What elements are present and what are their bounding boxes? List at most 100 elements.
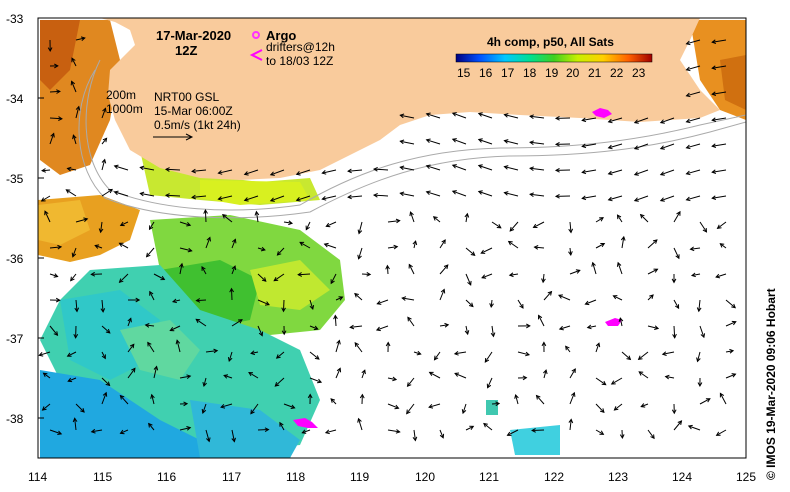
velocity-arrow: [205, 429, 210, 442]
velocity-arrow: [153, 366, 158, 379]
velocity-arrow: [195, 318, 207, 327]
velocity-arrow: [75, 106, 80, 119]
velocity-arrow: [530, 193, 545, 197]
velocity-arrowhead: [659, 119, 665, 124]
velocity-arrowhead: [490, 332, 496, 338]
velocity-arrowhead: [70, 80, 76, 86]
velocity-arrowhead: [428, 404, 434, 409]
velocity-arrowhead: [330, 279, 335, 285]
altimetry-time: 15-Mar 06:00Z: [154, 104, 233, 118]
velocity-arrowhead: [71, 252, 77, 258]
velocity-scale-label: 0.5m/s (1kt 24h): [154, 118, 241, 132]
velocity-arrow: [147, 342, 155, 353]
velocity-arrowhead: [90, 271, 96, 277]
velocity-arrow: [478, 165, 493, 171]
velocity-arrowhead: [731, 373, 737, 378]
velocity-arrow: [222, 214, 233, 223]
velocity-arrowhead: [191, 194, 196, 200]
velocity-arrow: [101, 159, 106, 171]
velocity-arrow: [165, 194, 181, 197]
velocity-arrowhead: [399, 191, 405, 197]
velocity-arrow: [480, 247, 493, 254]
velocity-arrowhead: [288, 220, 294, 226]
velocity-arrowhead: [47, 47, 53, 53]
velocity-arrowhead: [600, 243, 606, 248]
velocity-arrow: [400, 192, 415, 197]
velocity-arrow: [530, 115, 545, 119]
velocity-arrowhead: [616, 261, 622, 267]
velocity-arrowhead: [687, 424, 693, 430]
velocity-arrowhead: [65, 189, 71, 194]
velocity-arrow: [638, 351, 649, 360]
velocity-arrow: [647, 294, 654, 301]
velocity-arrowhead: [595, 342, 601, 348]
x-tick-label: 116: [157, 470, 176, 484]
velocity-arrow: [309, 351, 320, 360]
isobath-200-label: 200m: [106, 88, 136, 102]
velocity-arrowhead: [139, 191, 145, 197]
velocity-arrow: [75, 218, 88, 223]
velocity-arrowhead: [685, 92, 691, 98]
velocity-arrowhead: [715, 431, 721, 436]
velocity-arrow: [725, 373, 736, 379]
velocity-arrow: [298, 273, 311, 276]
velocity-arrowhead: [119, 221, 125, 227]
velocity-arrowhead: [529, 114, 534, 120]
velocity-arrowhead: [731, 303, 737, 309]
velocity-arrowhead: [261, 277, 267, 282]
velocity-arrowhead: [696, 357, 701, 363]
velocity-arrowhead: [359, 393, 365, 399]
velocity-arrowhead: [223, 374, 229, 379]
velocity-arrowhead: [258, 331, 264, 337]
velocity-arrow: [101, 189, 113, 197]
velocity-arrow: [192, 169, 207, 172]
velocity-arrow: [277, 247, 285, 256]
velocity-arrowhead: [354, 342, 360, 347]
velocity-arrow: [348, 195, 363, 198]
velocity-arrow: [413, 240, 417, 249]
velocity-arrow: [454, 351, 467, 355]
velocity-arrowhead: [243, 171, 249, 176]
velocity-arrowhead: [336, 367, 342, 373]
velocity-arrowhead: [105, 381, 111, 387]
velocity-arrowhead: [486, 383, 492, 389]
velocity-arrowhead: [639, 213, 645, 219]
velocity-arrowhead: [179, 262, 184, 268]
velocity-arrow: [582, 143, 597, 147]
velocity-arrow: [218, 169, 233, 174]
argo-marker-icon: [252, 31, 260, 39]
velocity-arrow: [387, 403, 399, 409]
velocity-arrowhead: [102, 391, 108, 397]
velocity-arrowhead: [50, 132, 55, 138]
velocity-arrowhead: [568, 251, 573, 257]
velocity-arrowhead: [672, 333, 677, 339]
velocity-arrowhead: [443, 264, 449, 270]
y-tick-label: -36: [6, 252, 24, 266]
velocity-arrow: [715, 273, 727, 278]
velocity-arrowhead: [250, 409, 255, 415]
velocity-arrowhead: [269, 171, 275, 176]
velocity-arrowhead: [395, 429, 401, 434]
velocity-arrowhead: [231, 437, 236, 443]
velocity-arrowhead: [601, 380, 607, 386]
velocity-arrow: [49, 273, 58, 277]
velocity-arrow: [101, 108, 106, 119]
velocity-arrowhead: [558, 325, 564, 331]
velocity-arrowhead: [94, 244, 100, 249]
velocity-arrowhead: [191, 168, 196, 174]
velocity-arrowhead: [690, 272, 696, 278]
velocity-arrowhead: [503, 139, 509, 144]
velocity-arrow: [543, 291, 552, 301]
velocity-arrow: [478, 191, 493, 197]
velocity-arrow: [67, 351, 77, 357]
velocity-arrow: [660, 169, 675, 176]
velocity-vectors: [38, 36, 737, 443]
argo-label: Argo: [266, 28, 296, 43]
colorbar-tick: 18: [523, 66, 537, 80]
velocity-arrowhead: [538, 314, 543, 320]
velocity-arrowhead: [313, 325, 319, 331]
velocity-arrowhead: [525, 351, 531, 357]
velocity-arrowhead: [349, 324, 355, 330]
velocity-arrowhead: [467, 280, 472, 286]
velocity-arrow: [634, 143, 649, 150]
